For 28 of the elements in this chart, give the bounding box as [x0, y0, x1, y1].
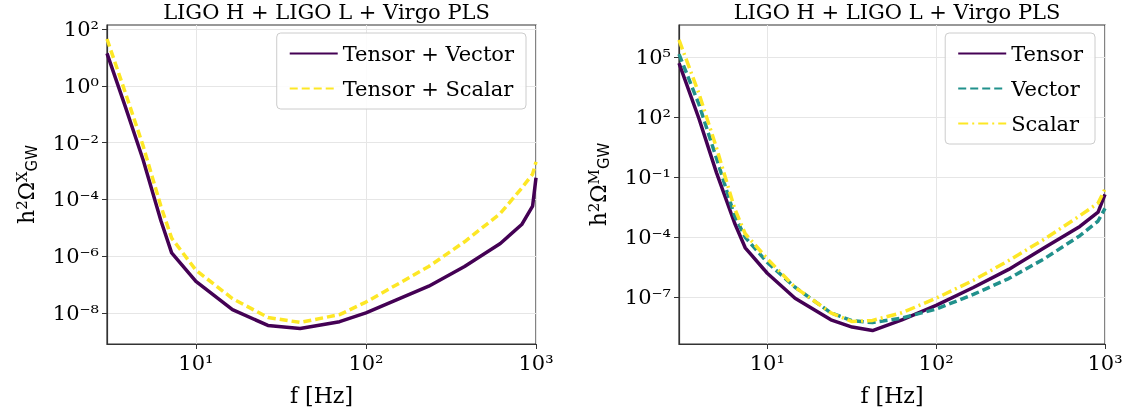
y-tick-label: 10⁻⁶ — [52, 244, 99, 269]
y-tick-label: 10⁻⁸ — [52, 300, 99, 325]
y-tick-label: 10⁻¹ — [624, 165, 671, 190]
x-tick-label: 10² — [918, 350, 954, 375]
x-tick-label: 10¹ — [749, 350, 785, 375]
y-axis-title: h2ΩXGW — [12, 144, 41, 224]
y-tick-label: 10⁰ — [63, 73, 99, 98]
y-tick-label: 10² — [63, 17, 99, 42]
x-axis-title: f [Hz] — [860, 382, 924, 408]
legend-label: Tensor + Scalar — [342, 76, 515, 101]
y-tick-label: 10² — [635, 105, 671, 130]
y-tick-label: 10⁻² — [52, 130, 99, 155]
x-tick-label: 10² — [348, 350, 384, 375]
chart-title: LIGO H + LIGO L + Virgo PLS — [733, 0, 1061, 24]
y-tick-label: 10⁵ — [635, 45, 671, 70]
legend-label: Scalar — [1011, 111, 1081, 136]
x-axis-title: f [Hz] — [289, 382, 354, 408]
y-tick-label: 10⁻⁴ — [52, 187, 99, 212]
legend-label: Tensor — [1011, 41, 1084, 66]
y-tick-label: 10⁻⁷ — [624, 285, 671, 310]
legend-label: Tensor + Vector — [342, 41, 515, 66]
y-tick-label: 10⁻⁴ — [624, 225, 671, 250]
x-tick-label: 10¹ — [178, 350, 214, 375]
y-axis-title: h2ΩMGW — [584, 142, 613, 227]
x-tick-label: 10³ — [1087, 350, 1123, 375]
chart-title: LIGO H + LIGO L + Virgo PLS — [163, 0, 490, 24]
legend-label: Vector — [1010, 76, 1081, 101]
x-tick-label: 10³ — [518, 350, 554, 375]
